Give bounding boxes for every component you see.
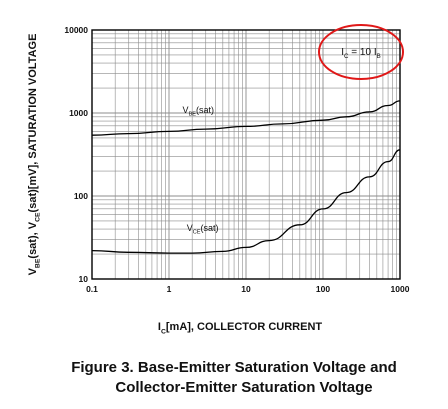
highlight-ellipse: [318, 24, 404, 80]
condition-annotation: IC = 10 IB: [341, 47, 380, 60]
x-tick-label: 0.1: [86, 284, 98, 294]
plot-frame: [91, 29, 401, 280]
x-tick-label: 1: [167, 284, 172, 294]
series-line-vce-sat: [91, 149, 401, 254]
series-label-vce-sat: VCE(sat): [187, 223, 219, 236]
y-tick-label: 1000: [69, 108, 88, 118]
y-tick-label: 100: [74, 191, 88, 201]
y-tick-label: 10000: [64, 25, 88, 35]
series-line-vbe-sat: [91, 100, 401, 136]
y-tick-label: 10: [79, 274, 89, 284]
y-axis-label: VBE(sat), VCE(sat)[mV], SATURATION VOLTA…: [27, 34, 41, 276]
x-tick-label: 10: [241, 284, 251, 294]
series-label-vbe-sat: VBE(sat): [183, 105, 214, 118]
figure-caption-line-1: Figure 3. Base-Emitter Saturation Voltag…: [71, 359, 397, 376]
x-tick-label: 1000: [391, 284, 410, 294]
x-axis-label: IC[mA], COLLECTOR CURRENT: [158, 321, 322, 335]
figure-caption-line-2: Collector-Emitter Saturation Voltage: [115, 379, 373, 396]
x-tick-label: 100: [316, 284, 330, 294]
